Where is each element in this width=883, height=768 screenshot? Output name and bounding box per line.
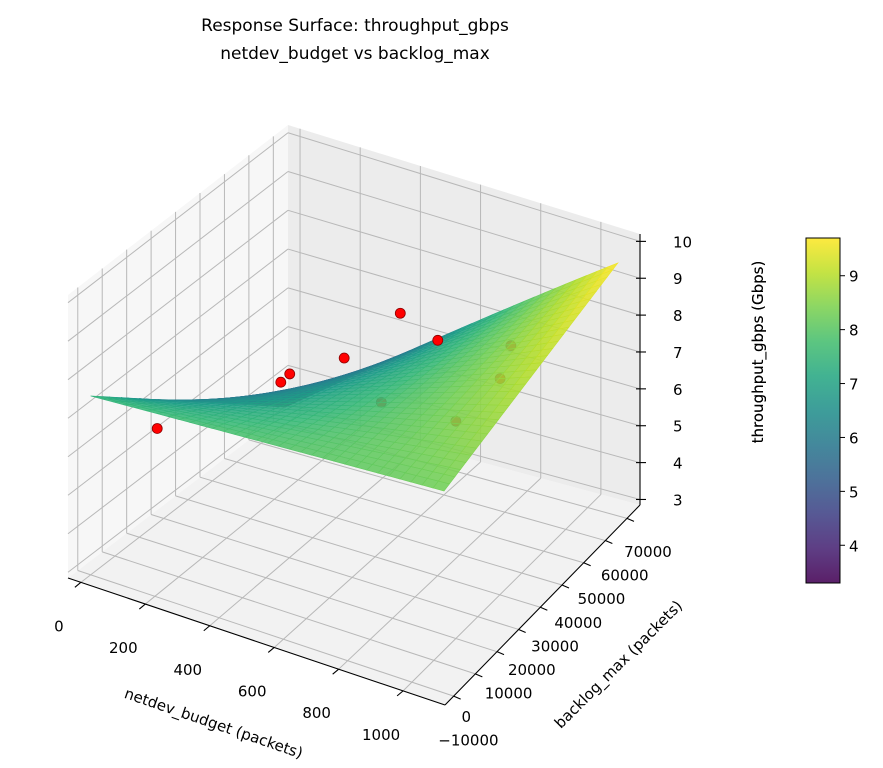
chart-title: Response Surface: throughput_gbps <box>201 16 509 36</box>
y-tick <box>496 651 505 656</box>
floor-grid-y <box>248 439 606 542</box>
y-tick <box>518 628 526 633</box>
y-tick <box>540 606 548 611</box>
data-point <box>275 376 287 388</box>
x-tick-label: 800 <box>302 704 331 722</box>
y-tick <box>453 695 461 700</box>
floor-grid-x <box>402 494 602 692</box>
colorbar: 4 5 6 7 8 9 <box>805 237 859 584</box>
x-tick-label: 600 <box>238 682 267 700</box>
chart-subtitle: netdev_budget vs backlog_max <box>220 44 490 64</box>
floor-grid-y <box>77 570 454 697</box>
y-tick-label: −10000 <box>438 732 498 750</box>
x-tick <box>332 668 340 675</box>
colorbar-tick-label: 6 <box>849 429 859 447</box>
colorbar-tick-label: 5 <box>849 483 859 501</box>
left-grid-z <box>67 287 289 458</box>
back-grid-z <box>287 132 641 242</box>
surface-mesh <box>90 262 619 492</box>
z-tick-label: 9 <box>673 270 683 288</box>
floor-grid-y <box>102 551 476 675</box>
axes-panes <box>68 125 640 705</box>
x-tick-label: 200 <box>109 639 138 657</box>
y-tick <box>561 584 570 589</box>
floor-grid-x <box>273 461 481 648</box>
left-grid-z <box>67 171 289 342</box>
floor-grid-x <box>338 477 542 670</box>
axis-lines <box>67 234 646 706</box>
y-tick-label: 60000 <box>601 567 649 585</box>
colorbar-tick-label: 4 <box>849 537 859 555</box>
colorbar-tick-label: 9 <box>849 268 859 286</box>
z-tick-label: 5 <box>673 418 683 436</box>
y-tick-label: 30000 <box>531 637 579 655</box>
floor-grid-y <box>224 458 584 564</box>
z-tick-label: 7 <box>673 344 683 362</box>
z-tick-label: 3 <box>673 491 683 509</box>
y-tick-label: 20000 <box>508 661 556 679</box>
y-tick <box>475 673 483 678</box>
data-point <box>338 352 350 364</box>
data-point <box>394 307 406 319</box>
floor-grid-y <box>126 532 498 653</box>
back-grid-z <box>287 248 641 353</box>
y-tick <box>626 517 635 522</box>
data-point <box>284 368 296 380</box>
surface-facet <box>432 480 450 492</box>
y-tick <box>605 540 613 545</box>
colorbar-tick-label: 7 <box>849 376 859 394</box>
floor-pane <box>68 410 640 705</box>
x-tick <box>396 690 404 697</box>
x-axis-line <box>67 577 446 706</box>
x-tick-label: 400 <box>173 661 202 679</box>
floor-grid-y <box>175 495 541 608</box>
left-grid-z <box>67 132 289 304</box>
left-wall-pane <box>68 125 288 578</box>
y-axis-line <box>444 504 641 706</box>
x-tick <box>267 647 275 653</box>
z-tick-label: 10 <box>673 233 692 251</box>
left-grid-z <box>67 248 289 419</box>
data-point <box>151 423 163 434</box>
z-axis-label: throughput_gbps (Gbps) <box>749 261 768 444</box>
x-tick-label: 0 <box>54 617 64 635</box>
left-grid-z <box>67 365 289 535</box>
floor-grid-x <box>209 445 421 627</box>
x-axis-label: netdev_budget (packets) <box>122 684 305 763</box>
data-point <box>432 334 444 346</box>
visible-points <box>151 307 444 434</box>
x-tick <box>138 603 146 610</box>
y-tick-label: 0 <box>462 708 472 726</box>
floor-grid-y <box>199 476 563 586</box>
colorbar-tick-label: 8 <box>849 322 859 340</box>
back-grid-z <box>287 171 641 279</box>
colorbar-gradient <box>805 237 841 584</box>
x-tick <box>203 625 211 632</box>
colorbar-label: throughput_gbps (Gbps) <box>749 261 768 444</box>
z-tick-label: 4 <box>673 455 683 473</box>
left-grid-z <box>67 209 289 381</box>
x-tick-label: 1000 <box>362 726 400 744</box>
y-tick-label: 10000 <box>485 684 533 702</box>
y-tick <box>583 562 591 567</box>
y-tick-label: 50000 <box>578 590 626 608</box>
z-tick-label: 6 <box>673 381 683 399</box>
y-tick-label: 40000 <box>554 614 602 632</box>
x-tick <box>74 581 82 588</box>
y-tick-label: 70000 <box>624 543 672 561</box>
floor-grid-y <box>150 514 519 630</box>
tick-labels: 0 200 400 600 800 1000 −10000 0 10000 20000 30000 4… <box>54 233 692 749</box>
z-tick-label: 8 <box>673 307 683 325</box>
